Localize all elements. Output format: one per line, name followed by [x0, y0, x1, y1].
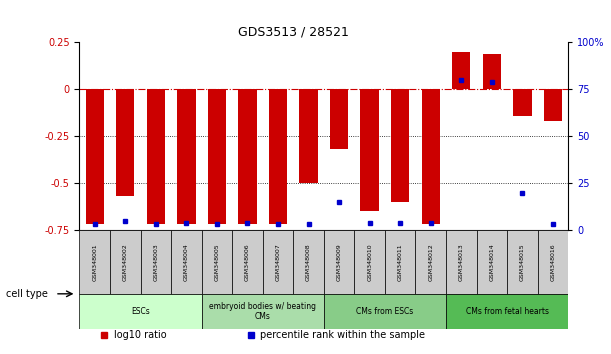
Text: GSM348004: GSM348004 [184, 243, 189, 281]
Bar [110, 230, 141, 294]
Bar [79, 230, 110, 294]
Text: GSM348009: GSM348009 [337, 243, 342, 281]
Text: GSM348007: GSM348007 [276, 243, 280, 281]
Text: CMs from fetal hearts: CMs from fetal hearts [466, 307, 549, 316]
Text: cell type: cell type [6, 289, 48, 299]
Bar [299, 89, 318, 183]
Bar [385, 230, 415, 294]
Bar [477, 230, 507, 294]
Text: GSM348008: GSM348008 [306, 243, 311, 281]
Bar [324, 230, 354, 294]
Bar [293, 230, 324, 294]
Text: GSM348002: GSM348002 [123, 243, 128, 281]
Bar [116, 89, 134, 196]
Bar [422, 89, 440, 224]
Bar [202, 230, 232, 294]
Text: GSM348010: GSM348010 [367, 243, 372, 281]
Bar [330, 89, 348, 149]
Text: GSM348005: GSM348005 [214, 243, 219, 281]
Bar [446, 294, 568, 329]
Bar [391, 89, 409, 202]
Text: GSM348011: GSM348011 [398, 243, 403, 281]
Bar [324, 294, 446, 329]
Bar [507, 230, 538, 294]
Bar [452, 52, 470, 89]
Text: GSM348012: GSM348012 [428, 243, 433, 281]
Text: GSM348003: GSM348003 [153, 243, 158, 281]
Bar [202, 294, 324, 329]
Bar [171, 230, 202, 294]
Bar [354, 230, 385, 294]
Bar [415, 230, 446, 294]
Bar [86, 89, 104, 224]
Text: GSM348014: GSM348014 [489, 243, 494, 281]
Bar [513, 89, 532, 116]
Text: ESCs: ESCs [131, 307, 150, 316]
Bar [79, 294, 202, 329]
Bar [360, 89, 379, 211]
Bar [177, 89, 196, 224]
Text: GSM348006: GSM348006 [245, 243, 250, 281]
Bar [483, 54, 501, 89]
Text: GSM348016: GSM348016 [551, 243, 555, 281]
Bar [263, 230, 293, 294]
Text: log10 ratio: log10 ratio [114, 330, 166, 339]
Bar [544, 89, 562, 121]
Bar [269, 89, 287, 224]
Text: embryoid bodies w/ beating
CMs: embryoid bodies w/ beating CMs [209, 302, 316, 321]
Text: GSM348013: GSM348013 [459, 243, 464, 281]
Text: CMs from ESCs: CMs from ESCs [356, 307, 414, 316]
Text: percentile rank within the sample: percentile rank within the sample [260, 330, 425, 339]
Bar [208, 89, 226, 224]
Bar [141, 230, 171, 294]
Bar [446, 230, 477, 294]
Bar [538, 230, 568, 294]
Text: GDS3513 / 28521: GDS3513 / 28521 [238, 26, 349, 39]
Bar [232, 230, 263, 294]
Text: GSM348015: GSM348015 [520, 243, 525, 281]
Bar [147, 89, 165, 224]
Bar [238, 89, 257, 224]
Text: GSM348001: GSM348001 [92, 243, 97, 281]
